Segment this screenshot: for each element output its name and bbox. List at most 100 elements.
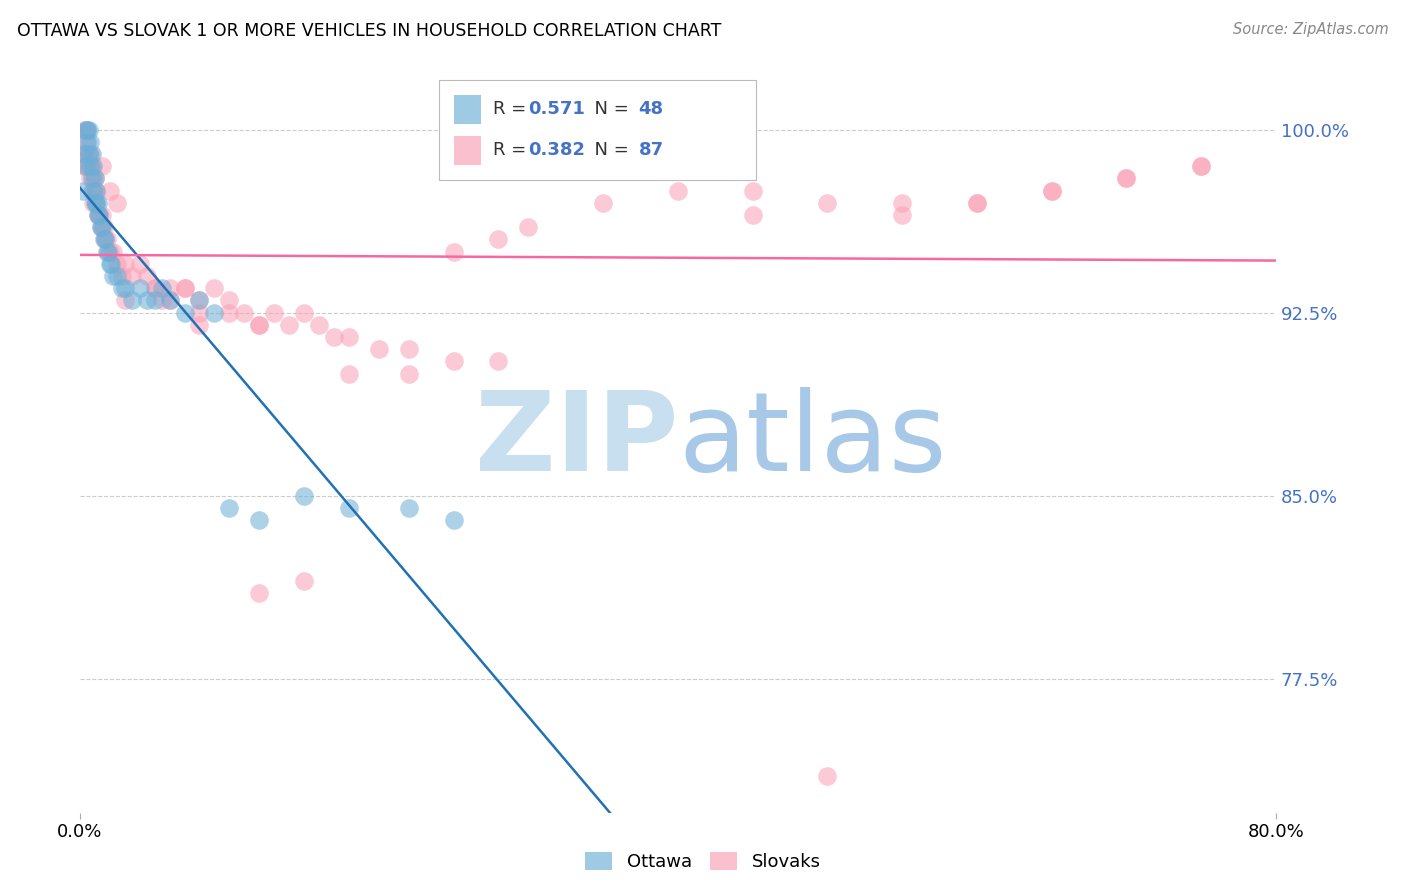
Text: ZIP: ZIP — [475, 387, 678, 494]
Point — [337, 500, 360, 515]
Point — [666, 184, 689, 198]
Point — [80, 159, 103, 173]
Point — [105, 195, 128, 210]
Point — [278, 318, 301, 332]
Point — [90, 220, 112, 235]
Point — [75, 122, 97, 136]
Point — [91, 220, 114, 235]
Point — [76, 135, 98, 149]
Point — [247, 586, 270, 600]
Point — [233, 305, 256, 319]
Point — [159, 293, 181, 308]
Point — [592, 195, 614, 210]
Point — [398, 342, 420, 356]
Point — [398, 500, 420, 515]
Point — [93, 220, 115, 235]
Point — [121, 293, 143, 308]
Point — [83, 171, 105, 186]
Point — [79, 147, 101, 161]
Point — [1040, 184, 1063, 198]
Text: N =: N = — [583, 101, 636, 119]
Point — [292, 305, 315, 319]
Point — [73, 147, 96, 161]
Point — [815, 195, 838, 210]
Point — [82, 195, 104, 210]
Point — [87, 195, 110, 210]
Point — [73, 122, 96, 136]
Point — [159, 293, 181, 308]
Point — [443, 513, 465, 527]
Point — [79, 135, 101, 149]
Point — [73, 147, 96, 161]
FancyBboxPatch shape — [454, 136, 481, 164]
Point — [292, 489, 315, 503]
Point — [79, 159, 101, 173]
Point — [101, 268, 124, 283]
Text: R =: R = — [492, 101, 531, 119]
Point — [218, 293, 240, 308]
Text: 0.382: 0.382 — [529, 142, 585, 160]
Point — [83, 184, 105, 198]
Point — [76, 122, 98, 136]
Point — [143, 281, 166, 295]
Point — [98, 244, 121, 259]
Text: Source: ZipAtlas.com: Source: ZipAtlas.com — [1233, 22, 1389, 37]
Text: OTTAWA VS SLOVAK 1 OR MORE VEHICLES IN HOUSEHOLD CORRELATION CHART: OTTAWA VS SLOVAK 1 OR MORE VEHICLES IN H… — [17, 22, 721, 40]
Point — [488, 354, 510, 368]
Point — [111, 281, 134, 295]
Point — [159, 281, 181, 295]
Point — [114, 281, 136, 295]
Point — [188, 305, 211, 319]
Point — [82, 159, 104, 173]
FancyBboxPatch shape — [454, 95, 481, 124]
Point — [136, 268, 159, 283]
Point — [114, 293, 136, 308]
Point — [77, 159, 100, 173]
Point — [966, 195, 988, 210]
Point — [188, 318, 211, 332]
Point — [76, 122, 98, 136]
Point — [114, 257, 136, 271]
Point — [173, 281, 195, 295]
Point — [247, 318, 270, 332]
Point — [93, 232, 115, 246]
Point — [218, 500, 240, 515]
Point — [94, 232, 117, 246]
Point — [111, 268, 134, 283]
Point — [121, 268, 143, 283]
Point — [91, 208, 114, 222]
Point — [96, 232, 118, 246]
Point — [247, 318, 270, 332]
Point — [86, 195, 108, 210]
Point — [80, 184, 103, 198]
Point — [75, 135, 97, 149]
Text: atlas: atlas — [678, 387, 946, 494]
Point — [83, 195, 105, 210]
Point — [77, 122, 100, 136]
Point — [86, 195, 108, 210]
Point — [263, 305, 285, 319]
Text: 48: 48 — [638, 101, 664, 119]
Point — [89, 208, 111, 222]
Text: N =: N = — [583, 142, 636, 160]
Point — [76, 147, 98, 161]
Point — [91, 159, 114, 173]
Point — [1115, 171, 1137, 186]
Point — [90, 220, 112, 235]
Point — [173, 281, 195, 295]
Point — [98, 184, 121, 198]
Point — [323, 330, 346, 344]
Point — [72, 184, 94, 198]
Text: 0.571: 0.571 — [529, 101, 585, 119]
Text: 87: 87 — [638, 142, 664, 160]
Point — [150, 293, 173, 308]
Point — [82, 184, 104, 198]
Point — [89, 208, 111, 222]
Point — [79, 171, 101, 186]
Point — [87, 208, 110, 222]
Point — [337, 330, 360, 344]
Point — [98, 257, 121, 271]
Point — [128, 257, 150, 271]
Point — [247, 513, 270, 527]
Point — [188, 293, 211, 308]
